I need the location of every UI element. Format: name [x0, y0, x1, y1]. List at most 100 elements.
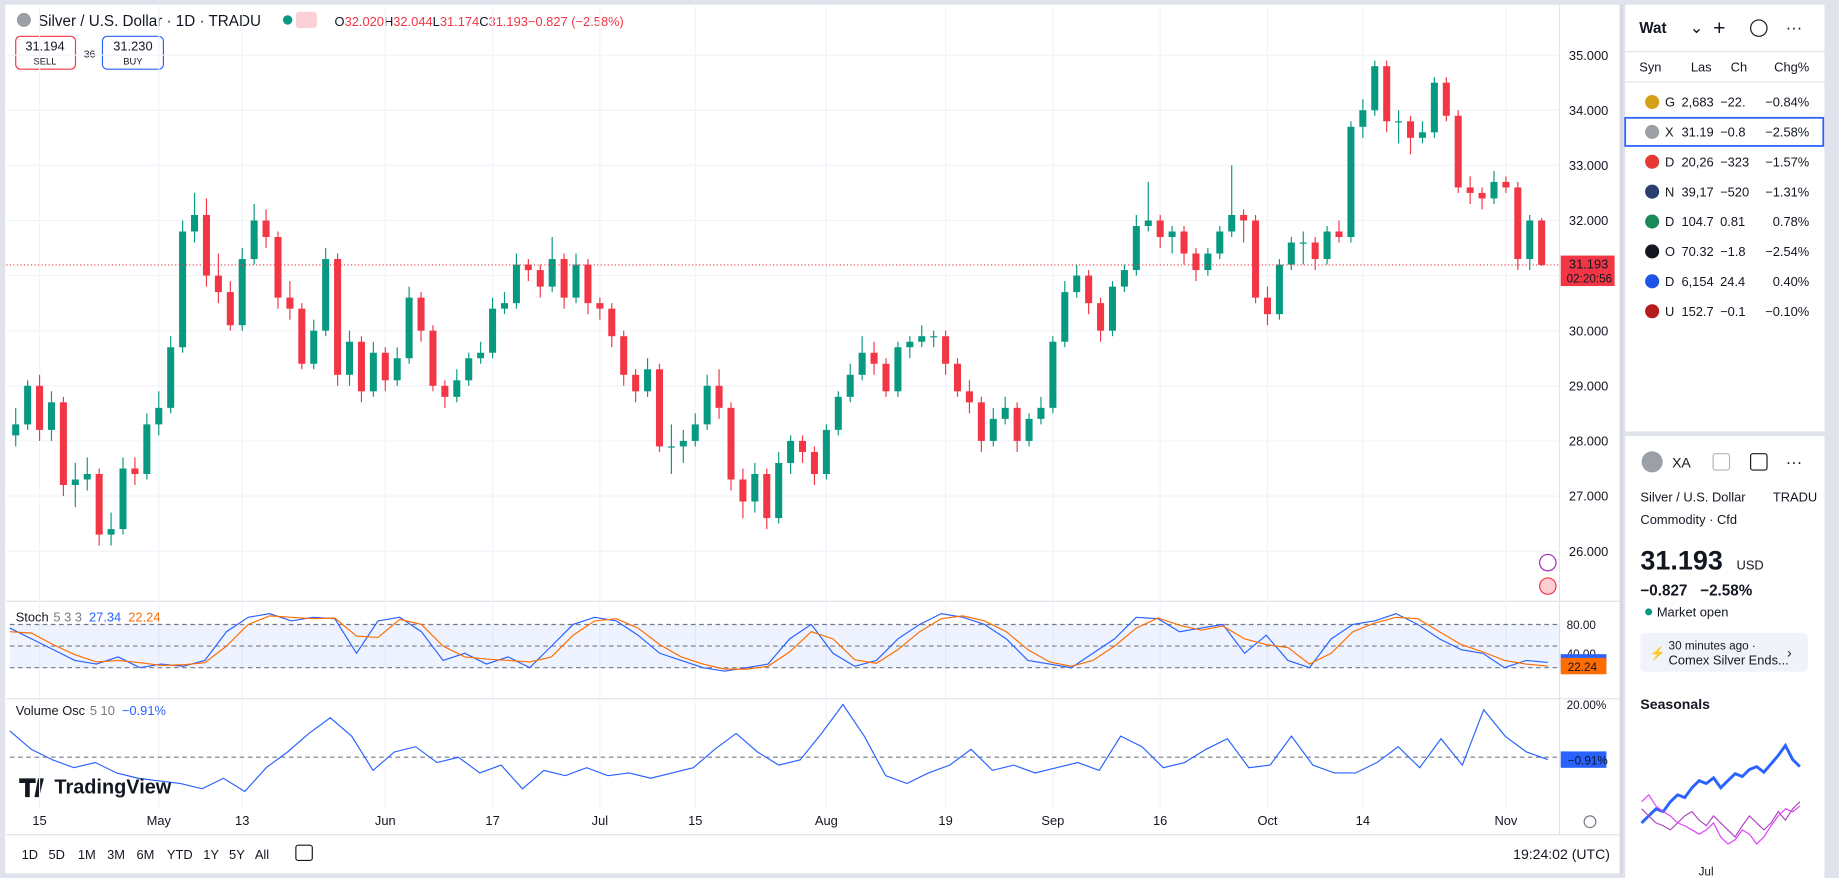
news-card[interactable]: [1640, 633, 1809, 672]
range-button[interactable]: 5Y: [229, 847, 245, 862]
candle-body: [655, 369, 663, 447]
candle-body: [1538, 220, 1546, 265]
data-badge[interactable]: [295, 11, 317, 29]
candle-body: [1168, 231, 1176, 238]
candle-body: [36, 385, 44, 430]
candle-body: [1180, 231, 1188, 254]
range-button[interactable]: 1Y: [203, 847, 219, 862]
candle-body: [751, 473, 759, 502]
candle-body: [59, 402, 67, 486]
last-price: 6,154: [1681, 274, 1713, 289]
watchlist-panel: [1625, 4, 1825, 432]
symbol-icon: [16, 12, 31, 27]
y-tick-label: 32.000: [1569, 213, 1608, 228]
currency: USD: [1737, 558, 1764, 573]
value-tag-label: 22.24: [1568, 661, 1598, 674]
candle-body: [334, 259, 342, 375]
candle-body: [512, 264, 520, 304]
candle-body: [369, 352, 377, 392]
candle-body: [191, 214, 199, 232]
range-button[interactable]: 6M: [136, 847, 154, 862]
change-pct: 0.78%: [1773, 214, 1810, 229]
dropdown-icon[interactable]: ⌄: [1690, 19, 1704, 37]
candle-body: [894, 347, 902, 392]
ohlc-value: 32.044: [393, 14, 432, 29]
range-button[interactable]: 3M: [107, 847, 125, 862]
candle-body: [47, 402, 55, 430]
candle-body: [691, 424, 699, 441]
range-button[interactable]: 1M: [78, 847, 96, 862]
selected-row: [1624, 116, 1825, 147]
range-button[interactable]: 1D: [22, 847, 38, 862]
alert-icon[interactable]: [1750, 19, 1768, 37]
x-tick-label: Jun: [375, 813, 396, 828]
candle-body: [1478, 192, 1486, 199]
logo-mark: [19, 778, 44, 798]
x-tick-label: May: [147, 813, 172, 828]
symbol-title: Silver / U.S. Dollar · 1D · TRADU: [38, 13, 261, 30]
candle-body: [822, 429, 830, 474]
flag-icon[interactable]: [1539, 577, 1557, 595]
candle-body: [1418, 132, 1426, 138]
candle-body: [1454, 115, 1462, 188]
symbol-icon: [1645, 214, 1660, 229]
settings-icon[interactable]: [1583, 815, 1597, 829]
candle-body: [1097, 303, 1105, 331]
symbol-icon: [1641, 451, 1663, 473]
candle-body: [667, 446, 675, 448]
event-icon[interactable]: [1539, 553, 1557, 572]
candle-body: [1085, 275, 1093, 304]
change-pct: −0.10%: [1765, 304, 1809, 319]
buy-button[interactable]: [101, 35, 164, 70]
change: −323: [1720, 154, 1749, 169]
candle-body: [644, 369, 652, 392]
candle-body: [131, 468, 139, 474]
news-time: 30 minutes ago ·: [1669, 639, 1756, 652]
candle-body: [24, 385, 32, 425]
more-icon[interactable]: ···: [1786, 19, 1802, 37]
compare-icon[interactable]: [1712, 453, 1731, 471]
y-tick-label: 20.00%: [1567, 699, 1607, 712]
calendar-icon[interactable]: [295, 844, 313, 862]
indicator-value: 22.24: [128, 609, 160, 624]
news-title: Comex Silver Ends...: [1669, 653, 1789, 668]
candle-body: [834, 396, 842, 430]
symbol: D: [1665, 274, 1674, 289]
buy-label: BUY: [123, 56, 143, 66]
exchange: TRADU: [1773, 490, 1817, 505]
indicator-params: 5 3 3: [53, 609, 82, 624]
symbol: N: [1665, 184, 1674, 199]
candle-body: [477, 352, 485, 359]
more-icon[interactable]: ···: [1786, 454, 1802, 472]
x-tick-label: 15: [32, 813, 46, 828]
x-tick-label: 14: [1356, 813, 1370, 828]
category: Commodity · Cfd: [1640, 512, 1737, 527]
seasonal-line: [1640, 742, 1801, 824]
change: −1.8: [1720, 244, 1745, 259]
range-button[interactable]: YTD: [167, 847, 193, 862]
ohlc-value: 31.174: [440, 14, 479, 29]
candle-body: [167, 347, 175, 408]
y-tick-label: 27.000: [1569, 489, 1608, 504]
range-button[interactable]: 5D: [49, 847, 65, 862]
candle-body: [953, 363, 962, 392]
y-tick-label: 80.00: [1567, 619, 1597, 632]
candle-body: [417, 297, 425, 331]
indicator-value: −0.91%: [122, 703, 166, 718]
edit-icon[interactable]: [1750, 453, 1768, 471]
change-pct: −2.58%: [1700, 582, 1753, 599]
candle-body: [83, 473, 91, 480]
news-arrow[interactable]: ›: [1787, 645, 1792, 661]
candle-body: [1216, 231, 1224, 254]
range-button[interactable]: All: [255, 847, 269, 862]
candle-body: [143, 424, 151, 474]
candle-body: [739, 479, 747, 502]
logo: TradingView: [54, 777, 171, 799]
news-icon: ⚡: [1650, 646, 1666, 662]
sell-button[interactable]: [15, 35, 77, 70]
change: −0.827: [1640, 582, 1687, 599]
x-tick-label: Oct: [1257, 813, 1277, 828]
candle-body: [1132, 225, 1140, 271]
add-icon[interactable]: +: [1713, 17, 1725, 40]
candle-body: [787, 440, 795, 463]
